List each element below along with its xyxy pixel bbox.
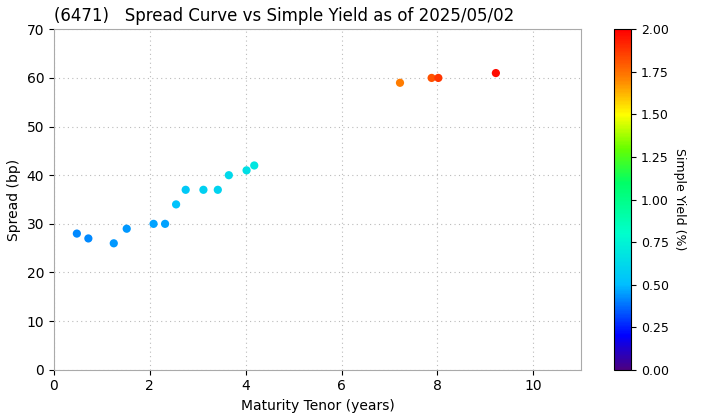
Point bbox=[426, 75, 437, 81]
Point bbox=[108, 240, 120, 247]
Point bbox=[395, 79, 406, 86]
Text: (6471)   Spread Curve vs Simple Yield as of 2025/05/02: (6471) Spread Curve vs Simple Yield as o… bbox=[54, 7, 514, 25]
Point bbox=[240, 167, 252, 174]
Point bbox=[198, 186, 210, 193]
X-axis label: Maturity Tenor (years): Maturity Tenor (years) bbox=[240, 399, 395, 413]
Point bbox=[180, 186, 192, 193]
Y-axis label: Simple Yield (%): Simple Yield (%) bbox=[672, 148, 685, 251]
Point bbox=[212, 186, 224, 193]
Point bbox=[148, 220, 159, 227]
Point bbox=[121, 226, 132, 232]
Point bbox=[223, 172, 235, 178]
Point bbox=[71, 230, 83, 237]
Point bbox=[159, 220, 171, 227]
Point bbox=[83, 235, 94, 242]
Y-axis label: Spread (bp): Spread (bp) bbox=[7, 158, 21, 241]
Point bbox=[171, 201, 182, 208]
Point bbox=[248, 162, 260, 169]
Point bbox=[433, 75, 444, 81]
Point bbox=[490, 70, 502, 76]
